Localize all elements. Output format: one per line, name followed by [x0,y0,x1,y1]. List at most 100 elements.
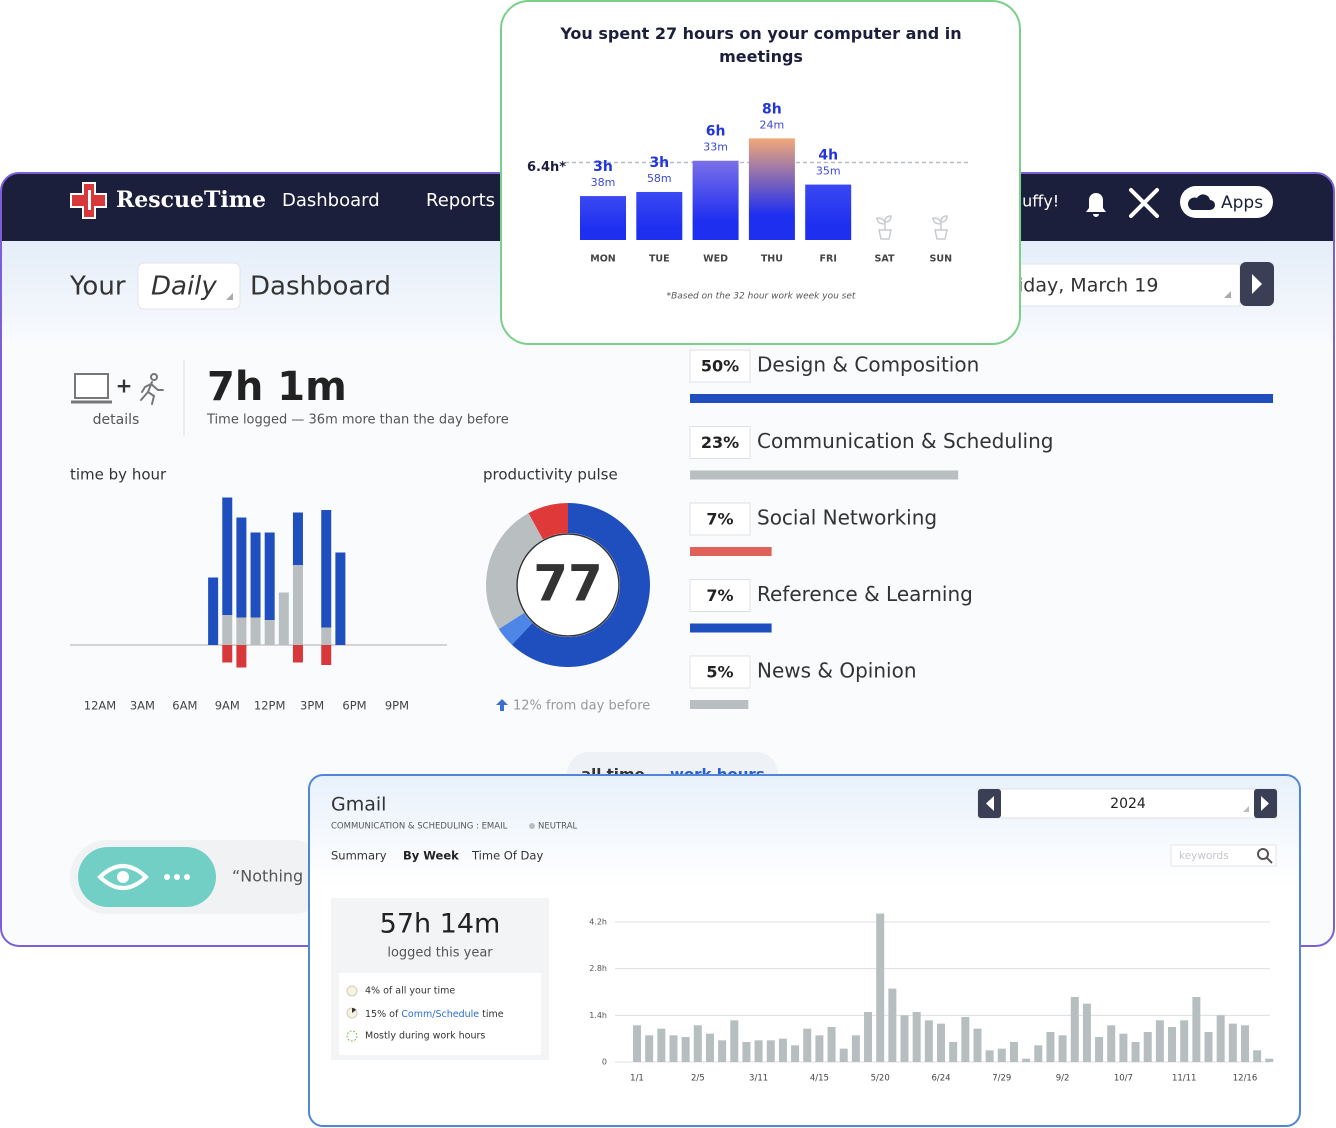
bar [1228,1023,1237,1062]
category-name: Reference & Learning [757,582,973,606]
total-subtitle: Time logged — 36m more than the day befo… [206,413,509,428]
select-corner [1243,806,1249,812]
percent-box [689,502,751,536]
facts-box [339,973,541,1055]
x-tick-label: 1/1 [630,1074,644,1084]
bar [900,1015,909,1062]
bar [705,1033,714,1062]
bar [924,1020,933,1062]
bar-segment [292,512,303,565]
date-value[interactable]: iday, March 19 [1018,275,1158,297]
x-tick-label: TUE [649,254,670,265]
x-tick-label: 3AM [130,699,155,713]
bar [1253,1050,1262,1062]
apps-label[interactable]: Apps [1221,193,1263,213]
bar [633,1025,641,1062]
bar [973,1028,982,1062]
nav-link[interactable]: Reports [426,190,495,211]
x-tick-label: FRI [820,254,837,265]
x-tick-label: 9PM [385,699,409,713]
bar [1022,1058,1031,1062]
bar-segment [250,532,261,618]
donut-segment [528,503,568,540]
bar [778,1038,787,1062]
app-category: COMMUNICATION & SCHEDULING : EMAIL [331,822,508,832]
bar-segment [264,620,275,645]
tab[interactable]: Time Of Day [471,849,543,863]
tools-icon[interactable] [1129,188,1159,218]
bar [912,1011,921,1062]
value-label: 33m [703,141,728,154]
fact-icon [346,985,358,997]
bar-segment [278,592,289,645]
details-icon[interactable]: + [71,373,164,405]
y-tick-label: 4.2h [589,917,607,926]
pulse-score: 77 [533,555,603,613]
percent-box [689,579,751,612]
nav-link[interactable]: Dashboard [282,190,380,211]
bar [690,394,1273,403]
pulse-change: 12% from day before [513,699,650,714]
details-link[interactable]: details [93,412,140,428]
bar [997,1048,1006,1062]
plant-icons [876,215,948,240]
hourly-title: time by hour [70,466,167,484]
search-placeholder[interactable]: keywords [1179,850,1229,862]
fact-icon [346,1030,358,1042]
bar [985,1050,994,1062]
bar [949,1041,958,1062]
x-tick-label: 12/16 [1233,1074,1258,1084]
bar [748,138,795,240]
y-tick-label: 2.8h [589,964,607,973]
tab[interactable]: By Week [403,849,459,863]
bar-segment [222,645,233,663]
bar [1168,1026,1177,1062]
bar [827,1026,836,1062]
bar [645,1035,654,1062]
y-tick-label: 0 [602,1058,607,1067]
year-total: 57h 14m [380,909,501,940]
x-tick-label: 6AM [172,699,197,713]
logo-icon [70,182,107,219]
bar [876,913,885,1062]
bar [1216,1015,1225,1062]
user-name[interactable]: duffy! [1012,192,1059,211]
percent-label: 7% [706,586,733,605]
tab[interactable]: Summary [331,849,387,863]
bar-segment [321,627,332,645]
x-tick-label: MON [590,254,616,265]
period-select[interactable] [137,262,241,310]
bar [864,1011,873,1062]
bar-segment [264,532,275,620]
bar [1180,1020,1189,1062]
x-tick-label: 2/5 [691,1074,705,1084]
up-arrow [496,699,508,711]
bar [690,700,749,709]
bar-segment [321,645,332,665]
bar [961,1016,970,1062]
year-value[interactable]: 2024 [1110,796,1146,812]
bar [754,1040,763,1062]
bar [851,1035,860,1062]
bar [815,1035,824,1062]
bar [766,1040,775,1062]
select-corner [1224,291,1231,298]
search-input[interactable] [1170,844,1277,867]
bar-segment [208,577,219,645]
donut-segment [486,513,543,629]
period-value[interactable]: Daily [151,272,217,302]
svg-text:+: + [116,374,133,398]
bell-icon[interactable] [1086,193,1106,217]
bar-segment [250,617,261,645]
bar [690,547,772,556]
fact-link[interactable]: Comm/Schedule [401,1009,479,1020]
logo-text[interactable]: RescueTime [116,187,266,213]
date-select[interactable] [1009,263,1241,307]
heading-dashboard: Dashboard [250,272,391,302]
x-tick-label: 12AM [84,699,116,713]
category-name: News & Opinion [757,659,917,683]
x-tick-label: 9/2 [1056,1074,1070,1084]
x-tick-label: 11/11 [1172,1074,1197,1084]
search-icon[interactable] [1257,848,1273,864]
